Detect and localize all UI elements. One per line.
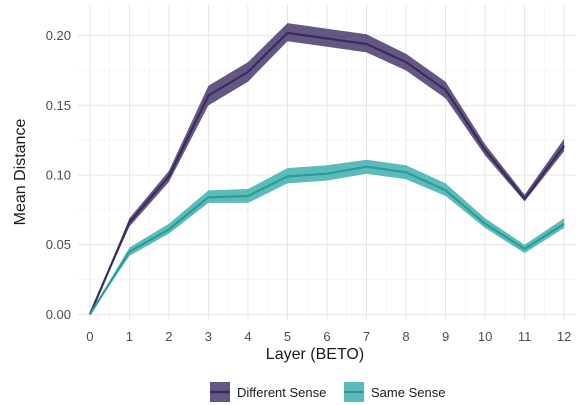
x-tick-label: 4	[244, 329, 251, 344]
legend: Different Sense Same Sense	[210, 382, 445, 402]
y-tick-label: 0.15	[46, 98, 71, 113]
x-tick-label: 5	[284, 329, 291, 344]
series-line-different-sense	[88, 31, 565, 315]
x-axis-title: Layer (BETO)	[266, 346, 364, 363]
series-lines	[88, 31, 565, 315]
y-tick-label: 0.10	[46, 168, 71, 183]
x-tick-label: 2	[165, 329, 172, 344]
x-tick-label: 12	[557, 329, 571, 344]
x-tick-label: 8	[402, 329, 409, 344]
series-line-same-sense	[88, 165, 565, 315]
x-tick-label: 1	[126, 329, 133, 344]
x-axis-ticks: 0 1 2 3 4 5 6 7 8 9 10 11 12	[86, 329, 571, 344]
y-tick-label: 0.20	[46, 28, 71, 43]
legend-label-same-sense: Same Sense	[371, 385, 445, 400]
major-grid	[78, 5, 576, 320]
x-tick-label: 0	[86, 329, 93, 344]
x-tick-label: 7	[363, 329, 370, 344]
x-tick-label: 11	[518, 329, 532, 344]
y-tick-label: 0.00	[46, 307, 71, 322]
y-tick-label: 0.05	[46, 237, 71, 252]
x-tick-label: 9	[442, 329, 449, 344]
x-tick-label: 10	[478, 329, 492, 344]
y-axis-title: Mean Distance	[12, 119, 29, 226]
legend-label-different-sense: Different Sense	[237, 385, 326, 400]
y-axis-ticks: 0.00 0.05 0.10 0.15 0.20	[46, 28, 71, 322]
x-tick-label: 6	[323, 329, 330, 344]
x-tick-label: 3	[205, 329, 212, 344]
